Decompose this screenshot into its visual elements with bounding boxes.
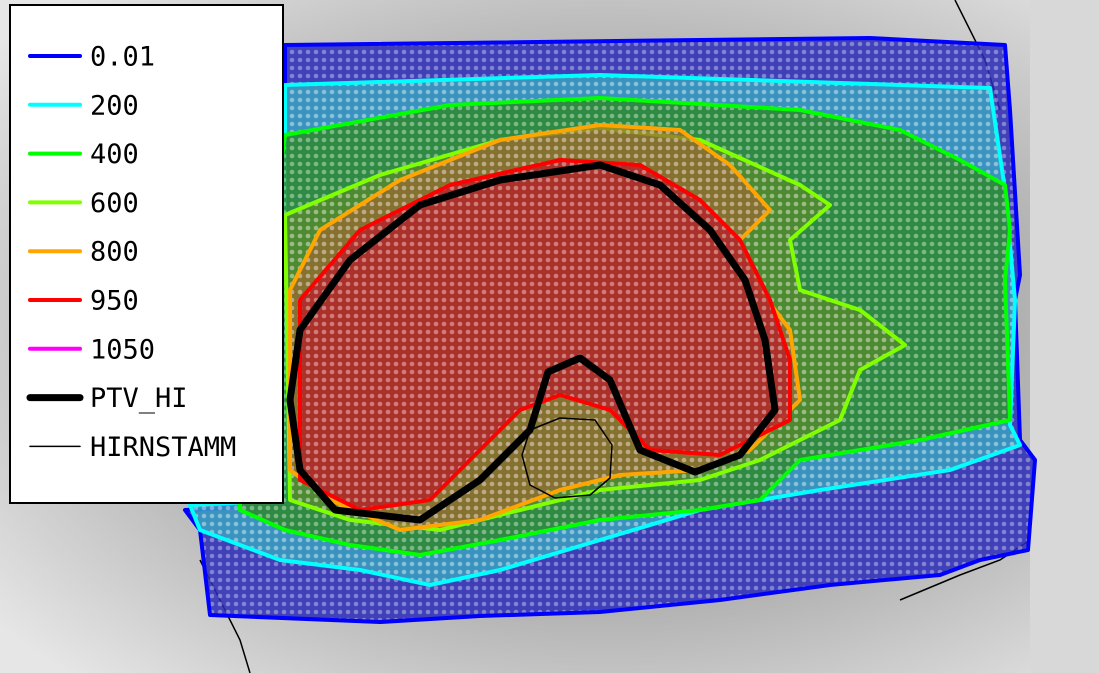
isodose-line bbox=[286, 161, 779, 524]
legend-box bbox=[9, 4, 284, 504]
dose-dots bbox=[300, 160, 790, 510]
legend-label: 1050 bbox=[90, 334, 155, 365]
legend: 0.01 200 400 600 800 950 1050 PTV_HI HIRNSTAMM bbox=[9, 4, 284, 504]
isodose-contours bbox=[183, 36, 1037, 624]
legend-label: 0.01 bbox=[90, 42, 155, 73]
legend-label: HIRNSTAMM bbox=[90, 432, 236, 463]
legend-label: 200 bbox=[90, 90, 139, 121]
legend-label: 800 bbox=[90, 237, 139, 268]
legend-label: 400 bbox=[90, 139, 139, 170]
ct-edge bbox=[1030, 0, 1099, 673]
legend-label: PTV_HI bbox=[90, 383, 188, 414]
isodose-line bbox=[183, 36, 1037, 624]
isodose-line bbox=[238, 96, 1012, 557]
isodose-line bbox=[521, 417, 613, 499]
legend-label: 950 bbox=[90, 286, 139, 317]
legend-label: 600 bbox=[90, 188, 139, 219]
isodose-line bbox=[288, 123, 802, 532]
